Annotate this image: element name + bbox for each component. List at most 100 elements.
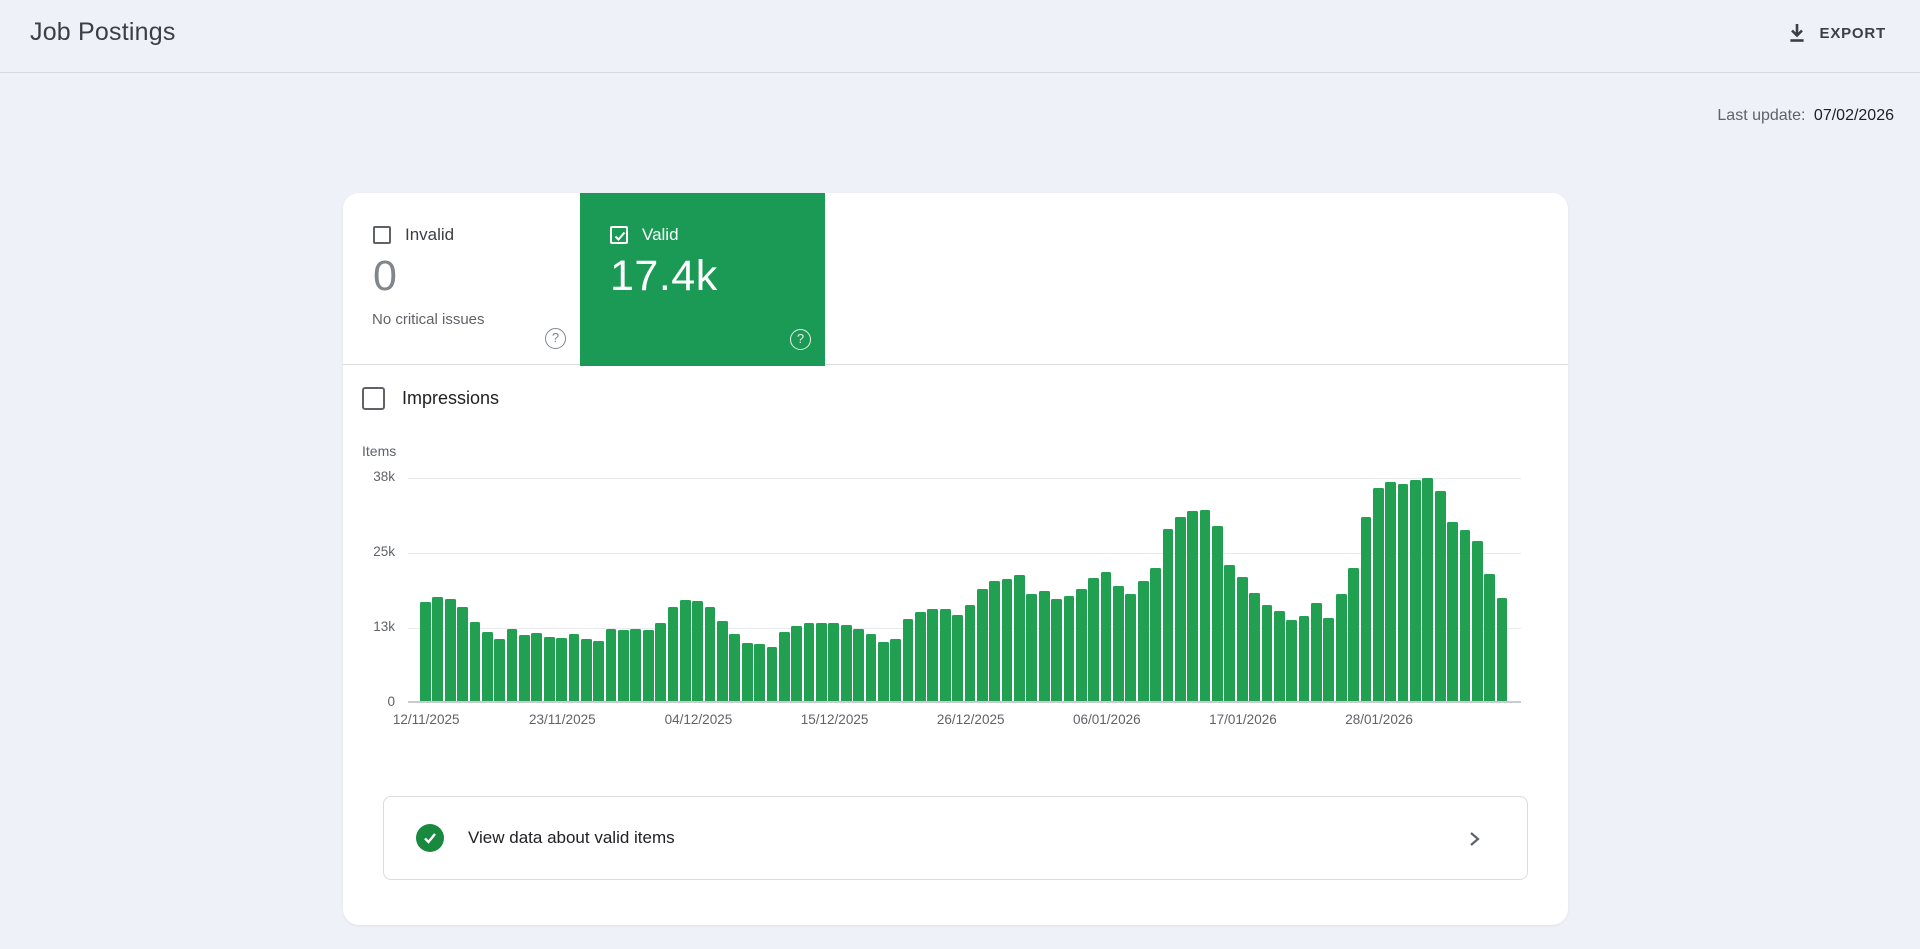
chart-bar[interactable] bbox=[1484, 573, 1496, 701]
chart-bar[interactable] bbox=[741, 642, 753, 701]
chart-bar[interactable] bbox=[1273, 611, 1285, 701]
chart-bar[interactable] bbox=[803, 622, 815, 701]
chart-bar[interactable] bbox=[1199, 509, 1211, 701]
chart-bar[interactable] bbox=[506, 629, 518, 701]
chart-bar[interactable] bbox=[519, 634, 530, 701]
chart-bar[interactable] bbox=[1410, 479, 1421, 701]
chart-bar[interactable] bbox=[1051, 598, 1062, 701]
chart-bar[interactable] bbox=[828, 622, 840, 701]
chart-bar[interactable] bbox=[432, 596, 444, 701]
chart-bar[interactable] bbox=[1001, 579, 1013, 701]
export-button[interactable]: EXPORT bbox=[1778, 12, 1894, 54]
chart-bar[interactable] bbox=[1249, 593, 1260, 701]
chart-bar[interactable] bbox=[543, 637, 555, 701]
chart-bar[interactable] bbox=[989, 580, 1001, 701]
chart-bar[interactable] bbox=[1162, 529, 1174, 701]
chart-bar[interactable] bbox=[778, 631, 790, 701]
last-update-label: Last update: bbox=[1717, 107, 1806, 124]
chart-bar[interactable] bbox=[692, 600, 704, 701]
chart-bar[interactable] bbox=[1372, 488, 1384, 701]
chart-bar[interactable] bbox=[1088, 578, 1100, 701]
chart-bar[interactable] bbox=[1137, 580, 1149, 701]
chart-bar[interactable] bbox=[1323, 617, 1335, 701]
chart-bar[interactable] bbox=[457, 606, 468, 701]
chart-bar[interactable] bbox=[1174, 517, 1186, 701]
chart-bar[interactable] bbox=[976, 588, 988, 701]
chart-bar[interactable] bbox=[704, 607, 716, 701]
chart-bar[interactable] bbox=[469, 622, 481, 701]
chart-bar[interactable] bbox=[1261, 604, 1273, 701]
chart-bar[interactable] bbox=[568, 634, 580, 701]
chart-bar[interactable] bbox=[1187, 510, 1199, 701]
impressions-checkbox[interactable] bbox=[362, 387, 385, 410]
chart-bar[interactable] bbox=[1471, 541, 1483, 701]
chart-bar[interactable] bbox=[593, 641, 605, 701]
chart-bar[interactable] bbox=[1496, 597, 1508, 701]
chart-bar[interactable] bbox=[1434, 490, 1446, 701]
chart-bar[interactable] bbox=[1298, 615, 1310, 701]
chart-bar[interactable] bbox=[655, 623, 666, 701]
chart-bar[interactable] bbox=[853, 629, 864, 701]
chart-bar[interactable] bbox=[630, 629, 642, 701]
view-data-link[interactable]: View data about valid items bbox=[383, 796, 1528, 880]
help-icon[interactable]: ? bbox=[790, 329, 811, 350]
chart-bar[interactable] bbox=[1397, 483, 1409, 701]
chart-bar[interactable] bbox=[729, 633, 741, 701]
chart-bar[interactable] bbox=[816, 623, 827, 701]
chart-bar[interactable] bbox=[1038, 590, 1050, 701]
chart-bar[interactable] bbox=[642, 629, 654, 701]
invalid-checkbox[interactable] bbox=[373, 226, 391, 244]
chart-bar[interactable] bbox=[717, 621, 728, 701]
chart-bar[interactable] bbox=[605, 629, 617, 701]
impressions-toggle[interactable]: Impressions bbox=[362, 387, 499, 410]
chart-bar[interactable] bbox=[939, 609, 951, 701]
chart-bar[interactable] bbox=[1026, 593, 1038, 701]
chart-bar[interactable] bbox=[952, 614, 963, 701]
chart-bar[interactable] bbox=[754, 644, 765, 701]
chart-bar[interactable] bbox=[618, 629, 629, 701]
chart-bar[interactable] bbox=[877, 641, 889, 701]
chart-bar[interactable] bbox=[580, 639, 592, 701]
chart-bar[interactable] bbox=[1125, 593, 1137, 701]
chart-bar[interactable] bbox=[766, 646, 778, 701]
chart-bar[interactable] bbox=[1236, 577, 1248, 701]
chevron-right-icon bbox=[1465, 829, 1483, 854]
chart-bar[interactable] bbox=[1447, 522, 1458, 701]
chart-bar[interactable] bbox=[1063, 596, 1075, 701]
help-icon[interactable]: ? bbox=[545, 328, 566, 349]
chart-bar[interactable] bbox=[679, 600, 691, 701]
chart-bar[interactable] bbox=[1459, 530, 1471, 701]
chart-bar[interactable] bbox=[420, 601, 431, 701]
valid-checkbox[interactable] bbox=[610, 226, 628, 244]
chart-bar[interactable] bbox=[1348, 567, 1359, 701]
chart-bar[interactable] bbox=[1150, 567, 1161, 701]
chart-bar[interactable] bbox=[964, 605, 976, 701]
chart-bar[interactable] bbox=[1113, 586, 1124, 701]
chart-bar[interactable] bbox=[667, 607, 679, 701]
chart-bar[interactable] bbox=[865, 633, 877, 701]
chart-bar[interactable] bbox=[902, 618, 914, 701]
chart-bar[interactable] bbox=[1311, 603, 1322, 701]
valid-tile[interactable]: Valid 17.4k ? bbox=[580, 193, 825, 366]
chart-bar[interactable] bbox=[791, 625, 803, 701]
chart-bar[interactable] bbox=[927, 609, 939, 701]
chart-bar[interactable] bbox=[1224, 565, 1236, 701]
chart-bar[interactable] bbox=[1360, 517, 1372, 701]
chart-bar[interactable] bbox=[444, 598, 456, 701]
chart-bar[interactable] bbox=[1100, 571, 1112, 701]
chart-bar[interactable] bbox=[1014, 574, 1025, 701]
chart-bar[interactable] bbox=[494, 638, 506, 701]
chart-bar[interactable] bbox=[1212, 526, 1223, 701]
chart-bar[interactable] bbox=[1335, 594, 1347, 701]
chart-bar[interactable] bbox=[531, 632, 543, 701]
invalid-tile[interactable]: Invalid 0 No critical issues ? bbox=[343, 193, 580, 365]
chart-bar[interactable] bbox=[1385, 481, 1397, 701]
chart-bar[interactable] bbox=[1422, 478, 1434, 701]
chart-bar[interactable] bbox=[890, 639, 902, 701]
chart-bar[interactable] bbox=[481, 631, 493, 701]
chart-bar[interactable] bbox=[1286, 619, 1298, 701]
chart-bar[interactable] bbox=[1075, 589, 1087, 701]
chart-bar[interactable] bbox=[915, 611, 926, 701]
chart-bar[interactable] bbox=[556, 638, 567, 701]
chart-bar[interactable] bbox=[840, 625, 852, 701]
